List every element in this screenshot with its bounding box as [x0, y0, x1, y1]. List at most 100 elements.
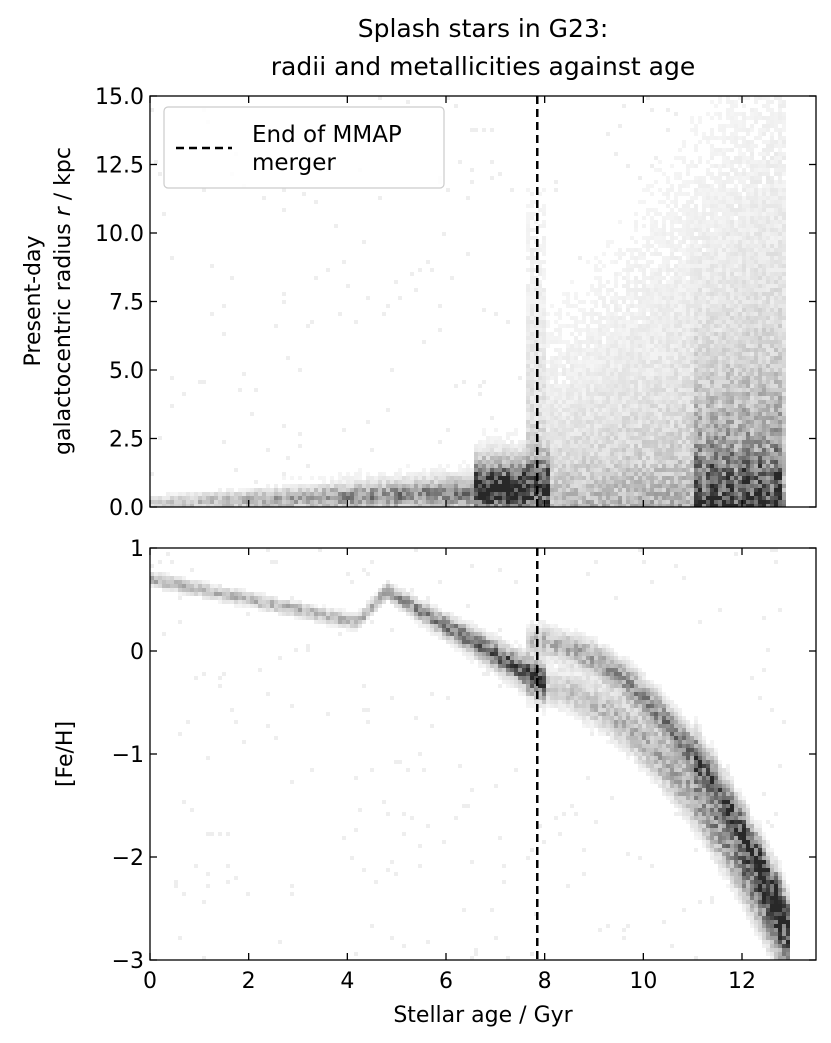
heatmap-cell	[714, 360, 718, 364]
heatmap-cell	[646, 388, 650, 392]
heatmap-cell	[634, 284, 638, 288]
heatmap-cell	[602, 448, 606, 452]
heatmap-cell	[594, 404, 598, 408]
heatmap-cell	[686, 500, 690, 504]
heatmap-cell	[658, 280, 662, 284]
heatmap-cell	[638, 296, 642, 300]
heatmap-cell	[622, 488, 626, 492]
heatmap-cell	[698, 276, 702, 280]
heatmap-cell	[702, 400, 706, 404]
heatmap-cell	[562, 420, 566, 424]
heatmap-cell	[698, 308, 702, 312]
heatmap-cell	[598, 476, 602, 480]
heatmap-cell	[602, 400, 606, 404]
heatmap-cell	[614, 292, 618, 296]
heatmap-cell	[682, 368, 686, 372]
heatmap-cell	[526, 240, 530, 244]
heatmap-cell	[678, 412, 682, 416]
heatmap-cell	[590, 364, 594, 368]
heatmap-cell	[682, 320, 686, 324]
heatmap-cell	[554, 372, 558, 376]
heatmap-cell	[654, 276, 658, 280]
heatmap-cell	[674, 112, 678, 116]
heatmap-cell	[570, 416, 574, 420]
heatmap-cell	[626, 264, 630, 268]
heatmap-cell	[714, 352, 718, 356]
heatmap-cell	[734, 484, 738, 488]
heatmap-cell	[678, 340, 682, 344]
heatmap-cell	[714, 504, 718, 507]
heatmap-cell	[650, 368, 654, 372]
heatmap-cell	[718, 188, 722, 192]
heatmap-cell	[610, 452, 614, 456]
heatmap-cell	[666, 452, 670, 456]
heatmap-cell	[746, 288, 750, 292]
heatmap-cell	[526, 412, 530, 416]
heatmap-cell	[594, 420, 598, 424]
heatmap-cell	[410, 488, 414, 492]
heatmap-cell	[530, 504, 534, 507]
heatmap-cell	[542, 504, 546, 507]
heatmap-cell	[266, 492, 270, 496]
heatmap-cell	[674, 360, 678, 364]
heatmap-cell	[598, 448, 602, 452]
heatmap-cell	[430, 500, 434, 504]
heatmap-cell	[570, 360, 574, 364]
heatmap-cell	[630, 316, 634, 320]
heatmap-cell	[690, 372, 694, 376]
heatmap-cell	[298, 496, 302, 500]
heatmap-cell	[734, 456, 738, 460]
heatmap-cell	[682, 252, 686, 256]
heatmap-cell	[346, 488, 350, 492]
heatmap-cell	[626, 164, 630, 168]
heatmap-cell	[734, 396, 738, 400]
heatmap-cell	[758, 236, 762, 240]
heatmap-cell	[702, 408, 706, 412]
heatmap-cell	[598, 480, 602, 484]
heatmap-cell	[742, 236, 746, 240]
heatmap-cell	[650, 284, 654, 288]
heatmap-cell	[658, 500, 662, 504]
heatmap-cell	[570, 392, 574, 396]
heatmap-cell	[570, 444, 574, 448]
heatmap-cell	[758, 280, 762, 284]
heatmap-cell	[742, 500, 746, 504]
heatmap-cell	[706, 272, 710, 276]
heatmap-cell	[590, 340, 594, 344]
heatmap-cell	[722, 480, 726, 484]
heatmap-cell	[650, 460, 654, 464]
heatmap-cell	[618, 384, 622, 388]
heatmap-cell	[602, 504, 606, 507]
heatmap-cell	[638, 484, 642, 488]
heatmap-cell	[406, 464, 410, 468]
heatmap-cell	[690, 280, 694, 284]
heatmap-cell	[726, 200, 730, 204]
heatmap-cell	[558, 460, 562, 464]
heatmap-cell	[666, 408, 670, 412]
heatmap-cell	[526, 236, 530, 240]
heatmap-cell	[378, 480, 382, 484]
heatmap-cell	[566, 304, 570, 308]
heatmap-cell	[618, 412, 622, 416]
heatmap-cell	[738, 332, 742, 336]
heatmap-cell	[542, 272, 546, 276]
heatmap-cell	[726, 492, 730, 496]
heatmap-cell	[450, 492, 454, 496]
heatmap-cell	[366, 480, 370, 484]
heatmap-cell	[590, 472, 594, 476]
heatmap-cell	[598, 332, 602, 336]
heatmap-cell	[750, 284, 754, 288]
heatmap-cell	[714, 440, 718, 444]
heatmap-cell	[622, 448, 626, 452]
heatmap-cell	[722, 488, 726, 492]
heatmap-cell	[702, 188, 706, 192]
heatmap-cell	[750, 324, 754, 328]
heatmap-cell	[662, 448, 666, 452]
heatmap-cell	[546, 392, 550, 396]
heatmap-cell	[658, 480, 662, 484]
heatmap-cell	[374, 496, 378, 500]
heatmap-cell	[554, 480, 558, 484]
heatmap-cell	[302, 484, 306, 488]
heatmap-cell	[462, 480, 466, 484]
heatmap-cell	[622, 344, 626, 348]
